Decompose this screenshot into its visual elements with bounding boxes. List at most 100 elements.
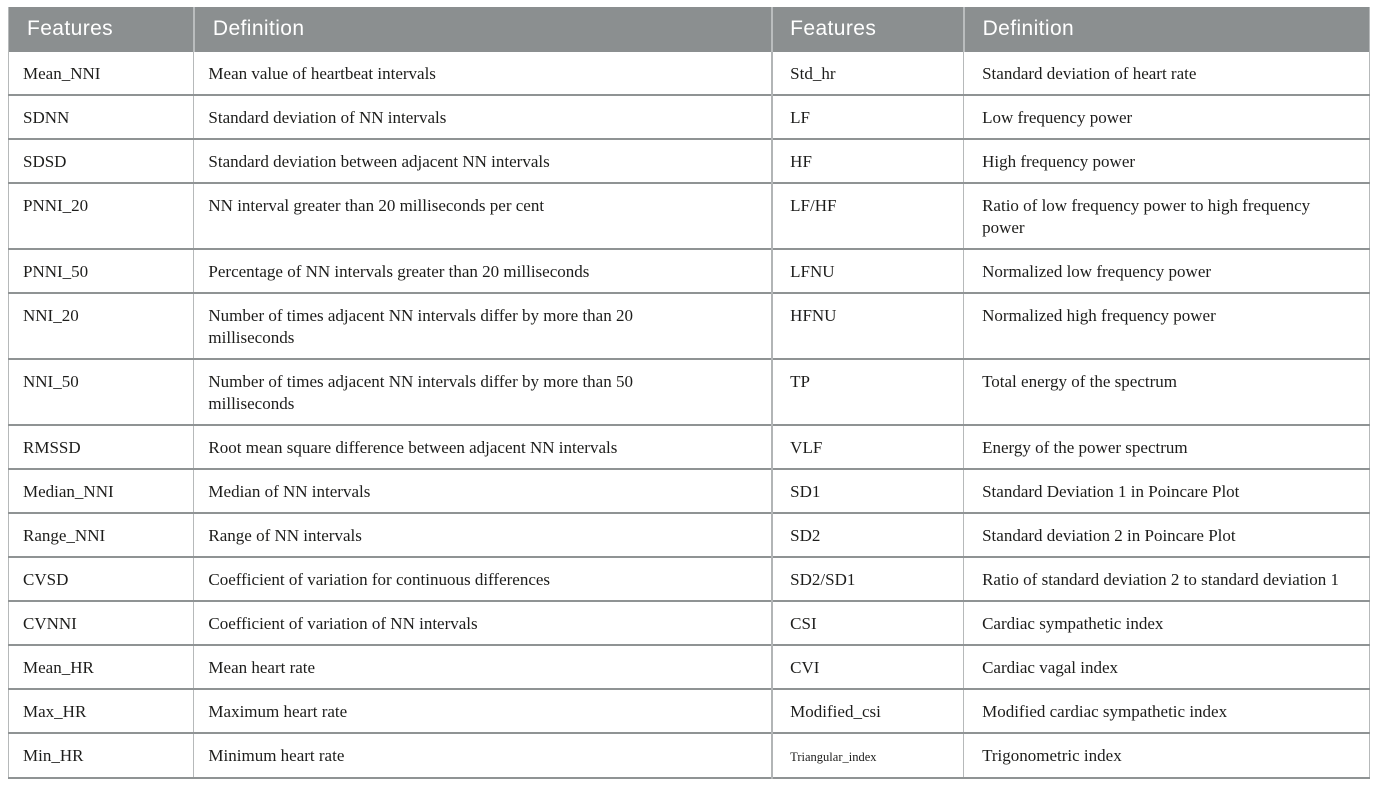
- feature-cell-left-text: PNNI_50: [23, 262, 89, 281]
- definition-cell-left-text: Number of times adjacent NN intervals di…: [208, 306, 633, 347]
- table-row: PNNI_20 NN interval greater than 20 milli…: [8, 182, 1370, 249]
- feature-cell-right-text: Triangular_index: [790, 750, 877, 764]
- table-row: Range_NNI Range of NN intervals SD2 Standar…: [8, 512, 1370, 557]
- feature-cell-right: HF: [772, 138, 965, 183]
- feature-cell-left: CVNNI: [8, 600, 195, 645]
- feature-cell-left-text: Median_NNI: [23, 482, 114, 501]
- definition-cell-right-text: Standard Deviation 1 in Poincare Plot: [982, 482, 1240, 501]
- table-row: NNI_20 Number of times adjacent NN interv…: [8, 292, 1370, 359]
- definition-cell-right: Standard Deviation 1 in Poincare Plot: [963, 468, 1370, 513]
- feature-cell-left: Min_HR: [8, 732, 195, 778]
- definition-cell-left-text: Percentage of NN intervals greater than …: [208, 262, 590, 281]
- feature-cell-left: Max_HR: [8, 688, 195, 733]
- feature-cell-left-text: Mean_HR: [23, 658, 94, 677]
- definition-cell-left: Minimum heart rate: [193, 732, 774, 778]
- feature-cell-left-text: Range_NNI: [23, 526, 106, 545]
- definition-cell-left: Maximum heart rate: [193, 688, 774, 733]
- definition-cell-left: Standard deviation of NN intervals: [193, 94, 774, 139]
- definition-cell-left: Mean heart rate: [193, 644, 774, 689]
- header-definition-right: Definition: [963, 7, 1370, 52]
- header-definition-left: Definition: [193, 7, 774, 52]
- definition-cell-right-text: Energy of the power spectrum: [982, 438, 1188, 457]
- definition-cell-left-text: Standard deviation between adjacent NN i…: [208, 152, 550, 171]
- feature-cell-right-text: Modified_csi: [790, 702, 881, 721]
- feature-cell-right-text: TP: [790, 372, 811, 391]
- header-features-right: Features: [772, 7, 965, 52]
- definition-cell-right: Standard deviation 2 in Poincare Plot: [963, 512, 1370, 557]
- definition-cell-left-text: Maximum heart rate: [208, 702, 348, 721]
- table-body: Mean_NNI Mean value of heartbeat interval…: [8, 52, 1370, 778]
- feature-cell-right: CVI: [772, 644, 965, 689]
- feature-cell-left-text: Mean_NNI: [23, 64, 101, 83]
- definition-cell-left-text: Mean value of heartbeat intervals: [208, 64, 436, 83]
- definition-cell-right-text: Cardiac vagal index: [982, 658, 1119, 677]
- feature-cell-left: SDSD: [8, 138, 195, 183]
- definition-cell-left-text: Coefficient of variation for continuous …: [208, 570, 551, 589]
- feature-cell-left-text: CVSD: [23, 570, 69, 589]
- feature-cell-left-text: SDNN: [23, 108, 70, 127]
- feature-cell-right-text: HFNU: [790, 306, 837, 325]
- table-row: Min_HR Minimum heart rate Triangular_index…: [8, 732, 1370, 778]
- definition-cell-left-text: Number of times adjacent NN intervals di…: [208, 372, 633, 413]
- definition-cell-left: Coefficient of variation for continuous …: [193, 556, 774, 601]
- feature-cell-right: VLF: [772, 424, 965, 469]
- feature-cell-left-text: CVNNI: [23, 614, 77, 633]
- table-row: Max_HR Maximum heart rate Modified_csi Modi…: [8, 688, 1370, 733]
- definition-cell-left: Root mean square difference between adja…: [193, 424, 774, 469]
- table-row: Median_NNI Median of NN intervals SD1 Stand…: [8, 468, 1370, 513]
- definition-cell-right: Cardiac vagal index: [963, 644, 1370, 689]
- table-header: Features Definition Features Definition: [8, 7, 1370, 52]
- table-row: SDSD Standard deviation between adjacent …: [8, 138, 1370, 183]
- hrv-features-definition-table: Features Definition Features Definition …: [8, 7, 1370, 779]
- table-row: RMSSD Root mean square difference between…: [8, 424, 1370, 469]
- feature-cell-left-text: PNNI_20: [23, 196, 89, 215]
- definition-cell-right-text: Low frequency power: [982, 108, 1133, 127]
- feature-cell-left: CVSD: [8, 556, 195, 601]
- table-row: Mean_HR Mean heart rate CVI Cardiac vagal i…: [8, 644, 1370, 689]
- definition-cell-left: Standard deviation between adjacent NN i…: [193, 138, 774, 183]
- feature-cell-left-text: Min_HR: [23, 746, 84, 765]
- definition-cell-left-text: Standard deviation of NN intervals: [208, 108, 447, 127]
- feature-cell-left: PNNI_50: [8, 248, 195, 293]
- feature-cell-left: Mean_NNI: [8, 52, 195, 95]
- definition-cell-right: Energy of the power spectrum: [963, 424, 1370, 469]
- definition-cell-left: Median of NN intervals: [193, 468, 774, 513]
- feature-cell-left: Mean_HR: [8, 644, 195, 689]
- table-row: CVNNI Coefficient of variation of NN inte…: [8, 600, 1370, 645]
- feature-cell-right-text: HF: [790, 152, 812, 171]
- feature-cell-right-text: Std_hr: [790, 64, 836, 83]
- definition-cell-right-text: Ratio of low frequency power to high fre…: [982, 196, 1311, 237]
- feature-cell-right-text: LF/HF: [790, 196, 837, 215]
- definition-cell-left: Percentage of NN intervals greater than …: [193, 248, 774, 293]
- definition-cell-left: Mean value of heartbeat intervals: [193, 52, 774, 95]
- feature-cell-left: NNI_20: [8, 292, 195, 359]
- definition-cell-right-text: Normalized high frequency power: [982, 306, 1216, 325]
- table-row: CVSD Coefficient of variation for continu…: [8, 556, 1370, 601]
- definition-cell-left: Number of times adjacent NN intervals di…: [193, 292, 774, 359]
- definition-cell-left-text: NN interval greater than 20 milliseconds…: [208, 196, 545, 215]
- definition-cell-right: Total energy of the spectrum: [963, 358, 1370, 425]
- definition-cell-left-text: Median of NN intervals: [208, 482, 371, 501]
- feature-cell-right: SD1: [772, 468, 965, 513]
- feature-cell-right-text: VLF: [790, 438, 823, 457]
- feature-cell-right: LFNU: [772, 248, 965, 293]
- feature-cell-right: SD2: [772, 512, 965, 557]
- feature-cell-right-text: SD2/SD1: [790, 570, 856, 589]
- feature-cell-left: NNI_50: [8, 358, 195, 425]
- feature-cell-right-text: CVI: [790, 658, 820, 677]
- definition-cell-right-text: Trigonometric index: [982, 746, 1122, 765]
- definition-cell-right: Ratio of standard deviation 2 to standar…: [963, 556, 1370, 601]
- feature-cell-left-text: Max_HR: [23, 702, 87, 721]
- feature-cell-left: PNNI_20: [8, 182, 195, 249]
- feature-cell-right: Modified_csi: [772, 688, 965, 733]
- definition-cell-right: Standard deviation of heart rate: [963, 52, 1370, 95]
- feature-cell-right: SD2/SD1: [772, 556, 965, 601]
- definition-cell-right: Ratio of low frequency power to high fre…: [963, 182, 1370, 249]
- feature-cell-right-text: SD2: [790, 526, 821, 545]
- feature-cell-left-text: NNI_50: [23, 372, 79, 391]
- definition-cell-right-text: Ratio of standard deviation 2 to standar…: [982, 570, 1340, 589]
- definition-cell-left-text: Root mean square difference between adja…: [208, 438, 618, 457]
- feature-cell-right-text: SD1: [790, 482, 821, 501]
- feature-cell-left: SDNN: [8, 94, 195, 139]
- feature-cell-right-text: CSI: [790, 614, 817, 633]
